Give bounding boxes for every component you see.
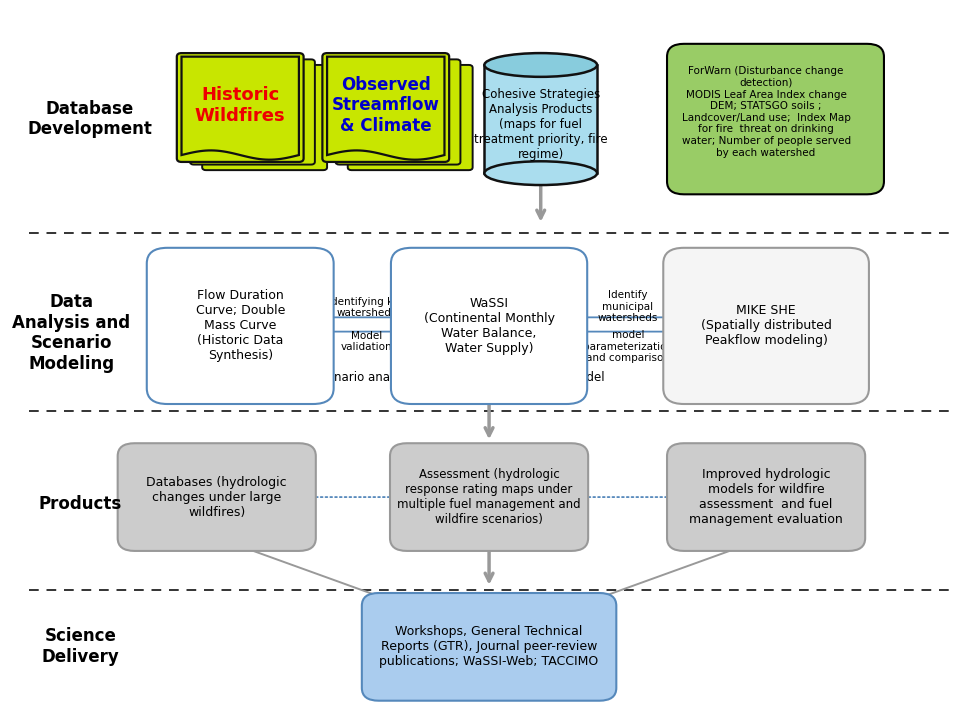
FancyBboxPatch shape — [485, 65, 597, 173]
Polygon shape — [181, 57, 299, 160]
FancyBboxPatch shape — [390, 443, 588, 551]
FancyBboxPatch shape — [177, 53, 303, 162]
FancyBboxPatch shape — [667, 44, 884, 194]
Text: model
parameterization
and comparison: model parameterization and comparison — [583, 330, 673, 363]
Text: Assessment (hydrologic
response rating maps under
multiple fuel management and
w: Assessment (hydrologic response rating m… — [397, 468, 581, 526]
Ellipse shape — [485, 53, 597, 77]
Text: WaSSI
(Continental Monthly
Water Balance,
Water Supply): WaSSI (Continental Monthly Water Balance… — [423, 297, 555, 355]
Text: Identify
municipal
watersheds: Identify municipal watersheds — [598, 290, 659, 323]
FancyBboxPatch shape — [663, 248, 869, 404]
Text: Products: Products — [39, 495, 122, 513]
Text: Improved hydrologic
models for wildfire
assessment  and fuel
management evaluati: Improved hydrologic models for wildfire … — [689, 468, 843, 526]
FancyBboxPatch shape — [190, 59, 315, 165]
Text: Science
Delivery: Science Delivery — [41, 627, 119, 667]
FancyBboxPatch shape — [323, 53, 449, 162]
Text: Flow Duration
Curve; Double
Mass Curve
(Historic Data
Synthesis): Flow Duration Curve; Double Mass Curve (… — [196, 289, 285, 362]
Text: Workshops, General Technical
Reports (GTR), Journal peer-review
publications; Wa: Workshops, General Technical Reports (GT… — [379, 625, 599, 668]
FancyBboxPatch shape — [147, 248, 334, 404]
FancyBboxPatch shape — [203, 65, 327, 170]
Ellipse shape — [485, 161, 597, 185]
Text: Database
Development: Database Development — [28, 100, 153, 138]
FancyBboxPatch shape — [667, 443, 865, 551]
FancyBboxPatch shape — [118, 443, 316, 551]
FancyBboxPatch shape — [336, 59, 461, 165]
FancyBboxPatch shape — [348, 65, 472, 170]
Text: ForWarn (Disturbance change
detection)
MODIS Leaf Area Index change
DEM; STATSGO: ForWarn (Disturbance change detection) M… — [682, 67, 851, 158]
Text: MIKE SHE
(Spatially distributed
Peakflow modeling): MIKE SHE (Spatially distributed Peakflow… — [701, 304, 831, 347]
Text: Data
Analysis and
Scenario
Modeling: Data Analysis and Scenario Modeling — [12, 293, 131, 373]
Text: Historic
Wildfires: Historic Wildfires — [195, 86, 285, 125]
FancyBboxPatch shape — [391, 248, 588, 404]
Text: Cohesive Strategies
Analysis Products
(maps for fuel
treatment priority, fire
re: Cohesive Strategies Analysis Products (m… — [474, 88, 608, 161]
Text: Observed
Streamflow
& Climate: Observed Streamflow & Climate — [332, 75, 440, 135]
Text: Model
validation: Model validation — [341, 331, 393, 352]
Text: Identifying key
watersheds: Identifying key watersheds — [328, 296, 406, 318]
Text: Identify watersheds  for scenario analysis on peak flow and floods; model
valida: Identify watersheds for scenario analysi… — [170, 371, 605, 399]
Polygon shape — [327, 57, 444, 160]
Text: Databases (hydrologic
changes under large
wildfires): Databases (hydrologic changes under larg… — [147, 475, 287, 518]
FancyBboxPatch shape — [362, 593, 616, 701]
